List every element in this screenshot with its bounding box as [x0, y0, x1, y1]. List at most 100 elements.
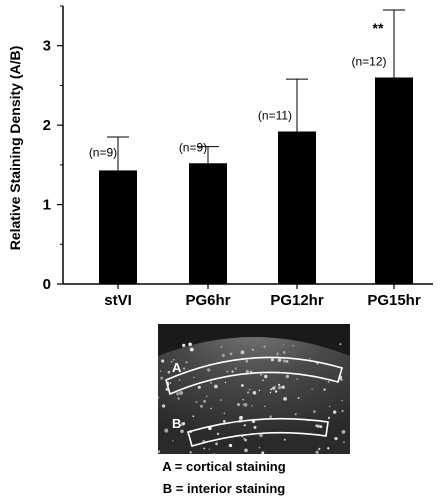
speckle [292, 344, 295, 347]
speckle [161, 359, 165, 363]
speckle [249, 388, 251, 391]
speckle [313, 410, 316, 413]
speckle [311, 388, 313, 391]
region-a-letter: A [172, 360, 182, 375]
speckle [342, 441, 345, 444]
speckle [169, 382, 172, 385]
speckle [319, 425, 323, 428]
bar-PG12hr [278, 131, 316, 284]
speckle [242, 398, 244, 401]
speckle [262, 379, 264, 382]
speckle [270, 388, 273, 391]
speckle [167, 370, 171, 374]
x-tick-label-PG12hr: PG12hr [270, 292, 324, 309]
speckle [276, 354, 278, 356]
speckle [164, 428, 169, 433]
speckle [192, 415, 195, 418]
speckle [285, 360, 289, 363]
speckle [243, 424, 246, 427]
axes-layer [62, 6, 433, 285]
speckle [193, 376, 195, 379]
speckle [269, 391, 272, 394]
speckle [179, 390, 184, 395]
annotation-layer: (n=9) (n=9) (n=11) * (n=12) ** [89, 20, 387, 183]
speckle [221, 353, 225, 358]
speckle [251, 404, 253, 407]
error-bars-layer [107, 9, 405, 171]
speckle [249, 370, 253, 373]
speckle [208, 448, 210, 450]
speckle [176, 392, 180, 396]
speckle [282, 344, 285, 346]
bar-PG15hr [375, 77, 413, 284]
speckle [205, 395, 208, 397]
region-b-outline [187, 417, 329, 448]
region-a-outline [165, 356, 343, 396]
speckle [263, 345, 266, 348]
speckle [281, 385, 285, 389]
speckle [239, 415, 243, 420]
speckle [189, 347, 192, 349]
speckle [178, 379, 181, 381]
speckle [203, 400, 206, 403]
speckle [220, 399, 222, 401]
speckle [244, 448, 248, 453]
x-tick-label-PG6hr: PG6hr [185, 292, 230, 309]
speckle [159, 370, 162, 372]
speckle [182, 367, 186, 370]
speckle [203, 447, 206, 450]
bar-stVI [99, 170, 137, 284]
speckle [180, 429, 184, 434]
speckle [210, 407, 212, 410]
speckle [274, 385, 276, 388]
speckle [243, 403, 248, 407]
n-label-PG6hr: (n=9) [179, 140, 207, 154]
speckle [245, 359, 249, 363]
y-tick-label-3: 3 [43, 38, 51, 55]
speckle [209, 381, 213, 384]
speckle [269, 415, 272, 418]
x-tick-label-PG15hr: PG15hr [367, 292, 421, 309]
speckle [251, 348, 254, 351]
speckle [308, 358, 311, 360]
speckle [197, 385, 201, 389]
speckle [241, 384, 244, 387]
speckle [282, 351, 286, 354]
speckle [162, 404, 166, 408]
speckle [195, 400, 198, 404]
speckle [282, 359, 287, 363]
speckle [264, 405, 266, 408]
speckle [213, 453, 216, 454]
speckle [296, 378, 298, 380]
speckle [278, 383, 281, 386]
speckle [214, 384, 218, 389]
speckle [182, 422, 186, 426]
speckle [185, 361, 188, 364]
speckle [245, 369, 249, 374]
speckle [341, 399, 343, 402]
speckle [246, 391, 250, 394]
speckle [200, 404, 203, 408]
speckle [339, 343, 342, 346]
speckle [318, 447, 321, 451]
speckle [334, 436, 338, 441]
speckle [294, 413, 297, 416]
speckle [315, 450, 319, 454]
micrograph-svg: A B [158, 324, 350, 454]
speckle [207, 368, 211, 372]
n-label-stVI: (n=9) [89, 145, 117, 159]
speckle [223, 412, 226, 415]
speckle [252, 390, 257, 395]
speckle [285, 374, 290, 379]
speckle [283, 397, 287, 401]
speckle [283, 438, 286, 441]
speckle [188, 342, 192, 347]
speckle [274, 390, 278, 393]
speckle [261, 451, 265, 454]
micrograph-dark-edge [158, 324, 350, 356]
speckle [341, 409, 344, 413]
speckle [236, 402, 241, 407]
speckle [170, 361, 173, 363]
speckle [215, 442, 219, 446]
speckle [172, 358, 175, 361]
